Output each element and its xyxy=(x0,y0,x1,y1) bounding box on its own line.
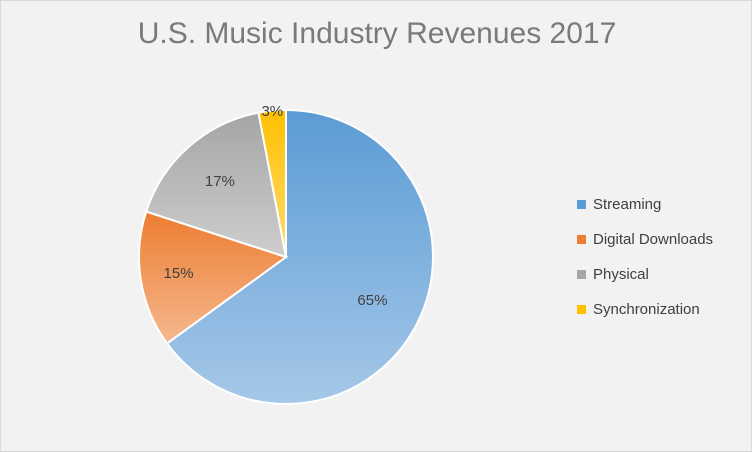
data-label-physical: 17% xyxy=(205,173,235,190)
legend-label: Streaming xyxy=(593,196,662,213)
pie-slice-physical xyxy=(144,111,288,259)
data-label-streaming: 65% xyxy=(357,292,387,309)
data-label-synchronization: 3% xyxy=(261,103,283,120)
legend-swatch xyxy=(577,270,586,279)
legend-item-streaming: Streaming xyxy=(577,187,737,222)
pie-slice-streaming xyxy=(165,108,434,405)
legend-item-physical: Physical xyxy=(577,257,737,292)
legend-label: Physical xyxy=(593,266,649,283)
chart-title: U.S. Music Industry Revenues 2017 xyxy=(137,17,617,50)
legend: Streaming Digital Downloads Physical Synchr… xyxy=(577,187,737,327)
pie-slice-digital-downloads xyxy=(138,210,289,345)
legend-label: Synchronization xyxy=(593,301,700,318)
data-label-digital-downloads: 15% xyxy=(164,265,194,282)
pie-slice-synchronization xyxy=(257,108,287,258)
legend-item-digital-downloads: Digital Downloads xyxy=(577,222,737,257)
legend-swatch xyxy=(577,200,586,209)
legend-item-synchronization: Synchronization xyxy=(577,292,737,327)
legend-swatch xyxy=(577,235,586,244)
legend-swatch xyxy=(577,305,586,314)
legend-label: Digital Downloads xyxy=(593,231,714,248)
